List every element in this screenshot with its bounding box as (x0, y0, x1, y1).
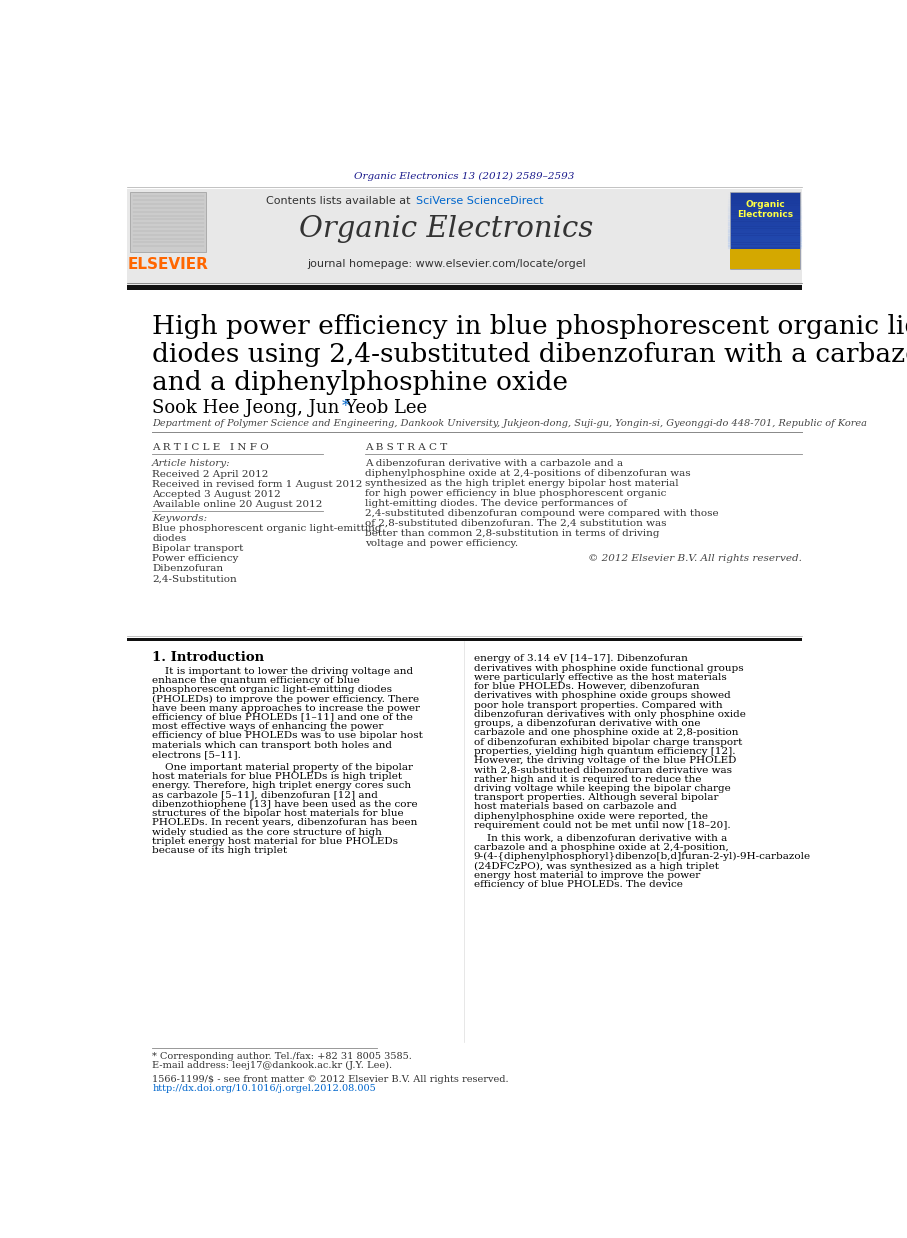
Text: synthesized as the high triplet energy bipolar host material: synthesized as the high triplet energy b… (366, 479, 678, 488)
Text: for blue PHOLEDs. However, dibenzofuran: for blue PHOLEDs. However, dibenzofuran (473, 682, 699, 691)
Text: Electronics: Electronics (737, 209, 794, 219)
Text: *: * (342, 399, 349, 412)
Text: have been many approaches to increase the power: have been many approaches to increase th… (152, 703, 420, 713)
Text: for high power efficiency in blue phosphorescent organic: for high power efficiency in blue phosph… (366, 489, 667, 498)
Text: Department of Polymer Science and Engineering, Dankook University, Jukjeon-dong,: Department of Polymer Science and Engine… (152, 418, 867, 428)
Text: Power efficiency: Power efficiency (152, 555, 239, 563)
Bar (730, 249, 800, 269)
Text: derivatives with phosphine oxide groups showed: derivatives with phosphine oxide groups … (473, 691, 730, 701)
Text: energy host material to improve the power: energy host material to improve the powe… (473, 870, 700, 880)
Text: Organic Electronics: Organic Electronics (299, 215, 594, 244)
Bar (127, 285, 803, 290)
Text: Blue phosphorescent organic light-emitting: Blue phosphorescent organic light-emitti… (152, 525, 382, 534)
Bar (127, 638, 803, 641)
Text: Received 2 April 2012: Received 2 April 2012 (152, 469, 268, 479)
Text: It is important to lower the driving voltage and: It is important to lower the driving vol… (152, 667, 414, 676)
Text: Bipolar transport: Bipolar transport (152, 545, 243, 553)
Text: Organic: Organic (746, 201, 785, 209)
Text: Sook Hee Jeong, Jun Yeob Lee: Sook Hee Jeong, Jun Yeob Lee (152, 399, 433, 417)
Text: most effective ways of enhancing the power: most effective ways of enhancing the pow… (152, 722, 384, 732)
Text: Accepted 3 August 2012: Accepted 3 August 2012 (152, 490, 281, 499)
Text: SciVerse ScienceDirect: SciVerse ScienceDirect (415, 196, 543, 206)
Text: A B S T R A C T: A B S T R A C T (366, 443, 447, 452)
Text: host materials for blue PHOLEDs is high triplet: host materials for blue PHOLEDs is high … (152, 773, 402, 781)
Text: 9-(4-{diphenylphosphoryl}dibenzo[b,d]furan-2-yl)-9H-carbazole: 9-(4-{diphenylphosphoryl}dibenzo[b,d]fur… (473, 852, 811, 862)
Text: Article history:: Article history: (152, 459, 230, 468)
Text: (24DFCzPO), was synthesized as a high triplet: (24DFCzPO), was synthesized as a high tr… (473, 862, 718, 870)
Text: 2,4-substituted dibenzofuran compound were compared with those: 2,4-substituted dibenzofuran compound we… (366, 509, 719, 517)
Text: energy of 3.14 eV [14–17]. Dibenzofuran: energy of 3.14 eV [14–17]. Dibenzofuran (473, 655, 688, 664)
Text: voltage and power efficiency.: voltage and power efficiency. (366, 539, 519, 548)
Bar (131, 192, 207, 251)
Text: diodes using 2,4-substituted dibenzofuran with a carbazole: diodes using 2,4-substituted dibenzofura… (152, 342, 907, 366)
Text: journal homepage: www.elsevier.com/locate/orgel: journal homepage: www.elsevier.com/locat… (307, 259, 586, 269)
Text: Received in revised form 1 August 2012: Received in revised form 1 August 2012 (152, 479, 363, 489)
Text: of 2,8-substituted dibenzofuran. The 2,4 substitution was: of 2,8-substituted dibenzofuran. The 2,4… (366, 519, 667, 527)
Text: dibenzofuran derivatives with only phosphine oxide: dibenzofuran derivatives with only phosp… (473, 709, 746, 719)
Text: However, the driving voltage of the blue PHOLED: However, the driving voltage of the blue… (473, 756, 736, 765)
Text: rather high and it is required to reduce the: rather high and it is required to reduce… (473, 775, 701, 784)
Text: Contents lists available at: Contents lists available at (266, 196, 414, 206)
Text: 1. Introduction: 1. Introduction (152, 651, 264, 665)
Text: In this work, a dibenzofuran derivative with a: In this work, a dibenzofuran derivative … (473, 834, 727, 843)
Text: diphenylphosphine oxide at 2,4-positions of dibenzofuran was: diphenylphosphine oxide at 2,4-positions… (366, 469, 691, 478)
Text: efficiency of blue PHOLEDs was to use bipolar host: efficiency of blue PHOLEDs was to use bi… (152, 732, 423, 740)
Text: efficiency of blue PHOLEDs [1–11] and one of the: efficiency of blue PHOLEDs [1–11] and on… (152, 713, 413, 722)
Text: One important material property of the bipolar: One important material property of the b… (152, 763, 413, 773)
Text: enhance the quantum efficiency of blue: enhance the quantum efficiency of blue (152, 676, 360, 685)
Text: High power efficiency in blue phosphorescent organic light-emitting: High power efficiency in blue phosphores… (152, 314, 907, 339)
Text: with 2,8-substituted dibenzofuran derivative was: with 2,8-substituted dibenzofuran deriva… (473, 765, 732, 774)
Text: energy. Therefore, high triplet energy cores such: energy. Therefore, high triplet energy c… (152, 781, 411, 791)
Text: (PHOLEDs) to improve the power efficiency. There: (PHOLEDs) to improve the power efficienc… (152, 695, 419, 703)
Text: groups, a dibenzofuran derivative with one: groups, a dibenzofuran derivative with o… (473, 719, 700, 728)
Text: A R T I C L E   I N F O: A R T I C L E I N F O (152, 443, 268, 452)
Text: widely studied as the core structure of high: widely studied as the core structure of … (152, 828, 382, 837)
Text: driving voltage while keeping the bipolar charge: driving voltage while keeping the bipola… (473, 784, 730, 792)
Text: diphenylphosphine oxide were reported, the: diphenylphosphine oxide were reported, t… (473, 812, 707, 821)
Text: triplet energy host material for blue PHOLEDs: triplet energy host material for blue PH… (152, 837, 398, 846)
Text: carbazole and a phosphine oxide at 2,4-position,: carbazole and a phosphine oxide at 2,4-p… (473, 843, 728, 852)
Bar (127, 188, 803, 285)
Text: light-emitting diodes. The device performances of: light-emitting diodes. The device perfor… (366, 499, 628, 508)
Text: diodes: diodes (152, 535, 186, 543)
Text: ELSEVIER: ELSEVIER (128, 256, 209, 271)
Text: transport properties. Although several bipolar: transport properties. Although several b… (473, 794, 718, 802)
Text: 1566-1199/$ - see front matter © 2012 Elsevier B.V. All rights reserved.: 1566-1199/$ - see front matter © 2012 El… (152, 1075, 509, 1084)
Text: derivatives with phosphine oxide functional groups: derivatives with phosphine oxide functio… (473, 664, 744, 672)
Bar (730, 192, 800, 269)
Text: host materials based on carbazole and: host materials based on carbazole and (473, 802, 677, 811)
Text: structures of the bipolar host materials for blue: structures of the bipolar host materials… (152, 810, 404, 818)
Text: of dibenzofuran exhibited bipolar charge transport: of dibenzofuran exhibited bipolar charge… (473, 738, 742, 747)
Text: © 2012 Elsevier B.V. All rights reserved.: © 2012 Elsevier B.V. All rights reserved… (589, 553, 803, 562)
Text: * Corresponding author. Tel./fax: +82 31 8005 3585.: * Corresponding author. Tel./fax: +82 31… (152, 1052, 412, 1061)
Text: PHOLEDs. In recent years, dibenzofuran has been: PHOLEDs. In recent years, dibenzofuran h… (152, 818, 417, 827)
Text: efficiency of blue PHOLEDs. The device: efficiency of blue PHOLEDs. The device (473, 880, 683, 889)
Text: requirement could not be met until now [18–20].: requirement could not be met until now [… (473, 821, 730, 829)
Text: properties, yielding high quantum efficiency [12].: properties, yielding high quantum effici… (473, 747, 736, 756)
Text: electrons [5–11].: electrons [5–11]. (152, 750, 241, 759)
Text: better than common 2,8-substitution in terms of driving: better than common 2,8-substitution in t… (366, 529, 659, 539)
Text: were particularly effective as the host materials: were particularly effective as the host … (473, 673, 727, 682)
Text: 2,4-Substitution: 2,4-Substitution (152, 574, 237, 583)
Text: http://dx.doi.org/10.1016/j.orgel.2012.08.005: http://dx.doi.org/10.1016/j.orgel.2012.0… (152, 1084, 375, 1093)
Text: as carbazole [5–11], dibenzofuran [12] and: as carbazole [5–11], dibenzofuran [12] a… (152, 791, 378, 800)
Text: Organic Electronics 13 (2012) 2589–2593: Organic Electronics 13 (2012) 2589–2593 (355, 172, 575, 181)
Text: dibenzothiophene [13] have been used as the core: dibenzothiophene [13] have been used as … (152, 800, 418, 808)
Text: Keywords:: Keywords: (152, 514, 208, 524)
Text: because of its high triplet: because of its high triplet (152, 847, 288, 855)
Text: A dibenzofuran derivative with a carbazole and a: A dibenzofuran derivative with a carbazo… (366, 459, 623, 468)
Text: materials which can transport both holes and: materials which can transport both holes… (152, 740, 392, 750)
Text: and a diphenylphosphine oxide: and a diphenylphosphine oxide (152, 370, 568, 395)
Text: Available online 20 August 2012: Available online 20 August 2012 (152, 500, 323, 509)
Text: Dibenzofuran: Dibenzofuran (152, 565, 223, 573)
Text: poor hole transport properties. Compared with: poor hole transport properties. Compared… (473, 701, 722, 709)
Text: E-mail address: leej17@dankook.ac.kr (J.Y. Lee).: E-mail address: leej17@dankook.ac.kr (J.… (152, 1061, 392, 1070)
Text: carbazole and one phosphine oxide at 2,8-position: carbazole and one phosphine oxide at 2,8… (473, 728, 738, 738)
Text: phosphorescent organic light-emitting diodes: phosphorescent organic light-emitting di… (152, 686, 392, 695)
